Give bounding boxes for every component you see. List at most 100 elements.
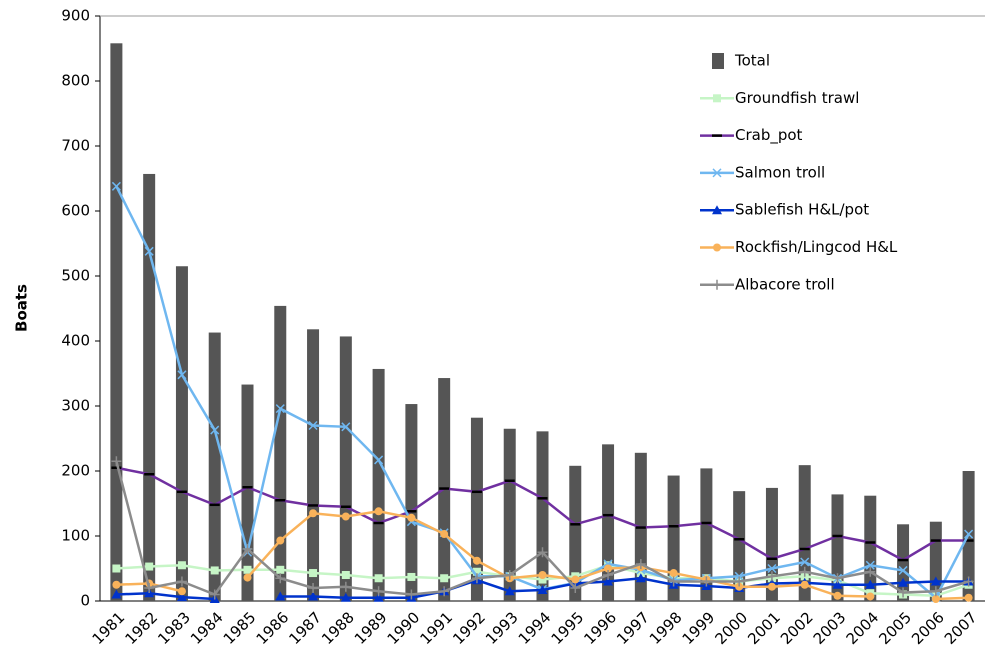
x-tick-label: 1983	[154, 608, 194, 648]
line	[116, 576, 969, 601]
marker	[176, 576, 187, 587]
y-tick-label: 900	[61, 7, 90, 25]
marker	[144, 583, 155, 593]
marker	[472, 556, 481, 565]
x-tick-label: 1999	[679, 608, 719, 648]
marker	[373, 592, 384, 602]
marker	[276, 565, 285, 574]
marker	[341, 571, 350, 579]
bar	[241, 384, 254, 601]
marker	[865, 560, 875, 570]
marker	[374, 455, 384, 465]
marker	[504, 586, 515, 596]
bar	[798, 465, 811, 601]
marker	[832, 573, 843, 584]
marker	[275, 573, 286, 584]
marker	[635, 558, 646, 569]
bar	[405, 404, 418, 601]
marker	[439, 586, 450, 597]
marker	[309, 569, 318, 578]
marker	[930, 586, 941, 597]
marker	[537, 547, 548, 558]
marker	[766, 571, 777, 582]
y-tick-label: 0	[80, 592, 90, 610]
marker	[865, 566, 876, 577]
x-tick-label: 1993	[482, 608, 522, 648]
x-tick-label: 1995	[548, 608, 588, 648]
marker	[571, 575, 580, 584]
y-tick-label: 500	[61, 267, 90, 285]
y-tick-label: 300	[61, 397, 90, 415]
marker	[308, 420, 318, 431]
bar	[372, 368, 385, 601]
bar	[569, 465, 582, 601]
marker	[570, 583, 581, 593]
y-tick-label: 400	[61, 332, 90, 350]
marker	[275, 591, 286, 601]
marker	[833, 591, 842, 600]
x-tick-label: 1981	[89, 608, 129, 648]
legend-swatch	[712, 53, 724, 69]
marker	[112, 564, 121, 573]
marker	[176, 592, 187, 602]
marker	[538, 571, 547, 579]
marker	[275, 404, 285, 414]
x-tick-label: 2005	[875, 608, 915, 648]
marker	[177, 587, 186, 596]
marker	[537, 584, 548, 594]
legend-marker	[712, 168, 722, 178]
x-tick-label: 2001	[744, 608, 784, 648]
marker	[440, 574, 449, 583]
legend-marker	[712, 205, 722, 215]
x-tick-label: 2004	[843, 608, 883, 648]
marker	[603, 570, 614, 580]
x-tick-label: 1982	[121, 608, 161, 648]
marker	[865, 579, 876, 589]
y-tick-label: 800	[61, 72, 90, 90]
x-tick-label: 2003	[810, 608, 850, 648]
marker	[341, 512, 350, 521]
marker	[930, 576, 941, 586]
legend-marker	[712, 279, 722, 290]
marker	[898, 565, 908, 575]
x-tick-label: 1992	[449, 608, 489, 648]
bar	[470, 417, 483, 601]
bar	[503, 428, 516, 601]
legend-label: Albacore troll	[735, 275, 835, 293]
y-tick-label: 700	[61, 137, 90, 155]
marker	[963, 576, 974, 587]
bar	[274, 305, 287, 601]
x-tick-label: 1997	[613, 608, 653, 648]
marker	[898, 577, 909, 587]
marker	[340, 581, 351, 592]
legend-label: Rockfish/Lingcod H&L	[735, 238, 898, 256]
x-tick-label: 1989	[351, 608, 391, 648]
marker	[800, 580, 809, 589]
marker	[209, 589, 220, 600]
legend-label: Sablefish H&L/pot	[735, 201, 869, 219]
marker	[504, 570, 515, 580]
legend-marker	[713, 243, 721, 252]
x-tick-label: 1998	[646, 608, 686, 648]
marker	[144, 246, 154, 256]
bar	[667, 475, 680, 601]
marker	[735, 582, 744, 591]
bar	[536, 431, 549, 601]
bar	[339, 336, 352, 601]
bar	[175, 266, 188, 601]
marker	[603, 576, 614, 586]
marker	[636, 569, 645, 578]
legend-label: Groundfish trawl	[735, 89, 859, 107]
marker	[111, 181, 121, 191]
marker	[701, 576, 712, 587]
marker	[472, 567, 481, 576]
marker	[604, 564, 613, 573]
marker	[407, 513, 416, 522]
marker	[799, 566, 810, 577]
x-tick-label: 2000	[711, 608, 751, 648]
legend-label: Salmon troll	[735, 163, 825, 181]
legend-label: Crab_pot	[735, 126, 803, 145]
x-tick-label: 1984	[187, 608, 227, 648]
bar	[700, 468, 713, 601]
x-tick-label: 1986	[253, 608, 293, 648]
